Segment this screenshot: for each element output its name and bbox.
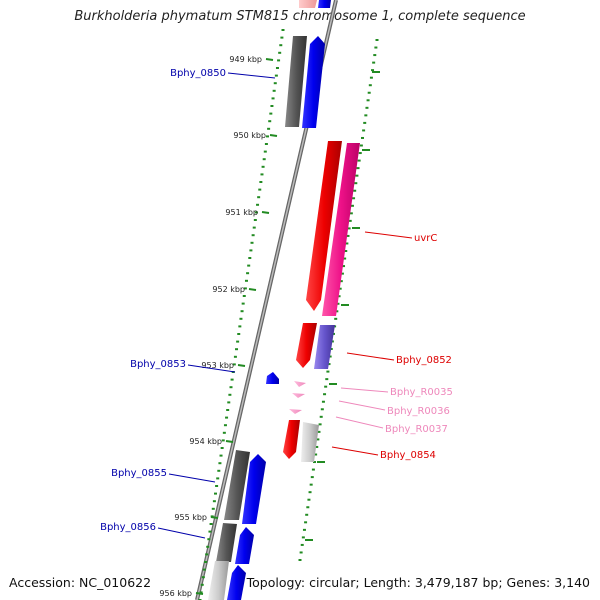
- gene-label-uvrc: uvrC: [414, 233, 437, 244]
- gene-label-bphy-r0036: Bphy_R0036: [387, 406, 450, 417]
- scale-tick: [269, 134, 278, 137]
- accession-text: Accession: NC_010622: [9, 575, 152, 590]
- gene-feature-bphy-0853: [266, 372, 279, 384]
- gene-label-bphy-0856: Bphy_0856: [100, 522, 156, 533]
- scale-label: 951 kbp: [225, 208, 258, 217]
- gene-label-bphy-r0037: Bphy_R0037: [385, 424, 448, 435]
- gene-feature-rna: [289, 381, 306, 414]
- scale-tick: [210, 516, 219, 519]
- gene-labels: Bphy_0850 uvrC Bphy_0852 Bphy_0853 Bphy_…: [100, 68, 453, 533]
- scale-label: 949 kbp: [229, 55, 262, 64]
- gene-feature-bphy-0850: [285, 36, 325, 128]
- gene-feature-bphy-0854: [283, 420, 319, 462]
- gene-label-bphy-0850: Bphy_0850: [170, 68, 226, 79]
- scale-label: 956 kbp: [159, 589, 192, 598]
- scale-label: 955 kbp: [174, 513, 207, 522]
- gene-label-bphy-0854: Bphy_0854: [380, 450, 436, 461]
- scale-tick: [261, 211, 270, 214]
- topology-summary: Topology: circular; Length: 3,479,187 bp…: [246, 575, 590, 590]
- gene-feature-bphy-0855: [224, 450, 266, 524]
- scale-tick: [195, 592, 204, 595]
- gene-feature-bphy-0856: [216, 523, 254, 564]
- gene-label-bphy-0853: Bphy_0853: [130, 359, 186, 370]
- scale-label: 950 kbp: [233, 131, 266, 140]
- scale-tick: [237, 364, 246, 367]
- gene-feature-bphy-0852: [296, 323, 335, 369]
- scale-label: 953 kbp: [201, 361, 234, 370]
- scale-tick: [248, 288, 257, 291]
- gene-label-bphy-0852: Bphy_0852: [396, 355, 452, 366]
- gene-label-bphy-r0035: Bphy_R0035: [390, 387, 453, 398]
- gene-feature-uvrc: [306, 141, 360, 316]
- scale-labels: 949 kbp 950 kbp 951 kbp 952 kbp 953 kbp 954 k…: [159, 55, 278, 598]
- callout-lines: [157, 72, 413, 539]
- scale-tick: [265, 58, 274, 61]
- scale-tick: [225, 440, 234, 443]
- gene-feature-partial-top: [299, 0, 331, 8]
- scale-label: 952 kbp: [212, 285, 245, 294]
- map-title: Burkholderia phymatum STM815 chromosome …: [74, 9, 526, 24]
- gene-features: [208, 0, 360, 600]
- gene-label-bphy-0855: Bphy_0855: [111, 468, 167, 479]
- gene-feature-partial-bottom: [208, 561, 246, 600]
- scale-label: 954 kbp: [189, 437, 222, 446]
